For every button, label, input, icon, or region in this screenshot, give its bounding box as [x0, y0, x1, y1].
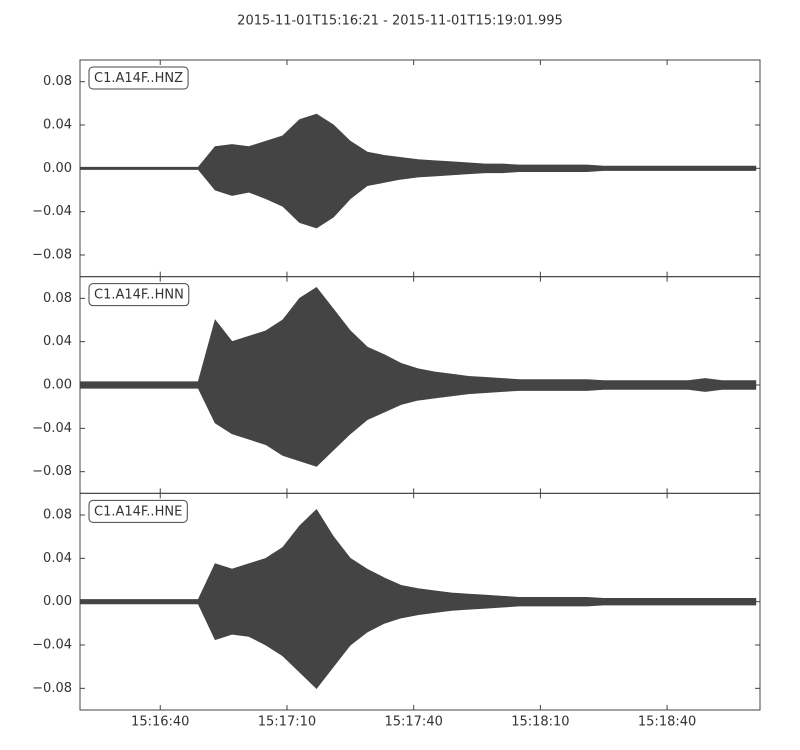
y-tick-label: −0.04: [32, 204, 72, 219]
y-tick-label: 0.04: [43, 334, 72, 349]
waveform-envelope: [79, 384, 757, 467]
trace-label-box: [88, 283, 190, 307]
waveform-envelope: [79, 167, 757, 229]
waveform-envelope: [79, 601, 757, 689]
y-tick-label: 0.08: [43, 508, 72, 523]
waveform-envelope: [79, 113, 757, 169]
x-tick-label: 15:16:40: [131, 715, 189, 730]
y-tick-label: 0.04: [43, 118, 72, 133]
y-tick-label: −0.04: [32, 638, 72, 653]
x-tick-label: 15:18:40: [638, 715, 696, 730]
chart-title: 2015-11-01T15:16:21 - 2015-11-01T15:19:0…: [237, 14, 563, 29]
trace-label: C1.A14F..HNZ: [94, 71, 183, 86]
trace-label-box: [88, 499, 188, 523]
y-tick-label: 0.08: [43, 74, 72, 89]
x-tick-label: 15:18:10: [511, 715, 569, 730]
y-tick-label: −0.08: [32, 464, 72, 479]
y-tick-label: −0.04: [32, 421, 72, 436]
panel-frame: [79, 492, 761, 711]
y-tick-label: 0.00: [43, 378, 72, 393]
y-tick-label: −0.08: [32, 248, 72, 263]
trace-label-box: [88, 66, 189, 90]
y-tick-label: −0.08: [32, 681, 72, 696]
waveform-envelope: [79, 508, 757, 603]
trace-label: C1.A14F..HNE: [94, 504, 182, 519]
x-tick-label: 15:17:40: [384, 715, 442, 730]
trace-label: C1.A14F..HNN: [94, 288, 184, 303]
waveform-envelope: [79, 286, 757, 386]
y-tick-label: 0.04: [43, 551, 72, 566]
y-tick-label: 0.00: [43, 161, 72, 176]
y-tick-label: 0.00: [43, 594, 72, 609]
x-tick-label: 15:17:10: [258, 715, 316, 730]
y-tick-label: 0.08: [43, 291, 72, 306]
